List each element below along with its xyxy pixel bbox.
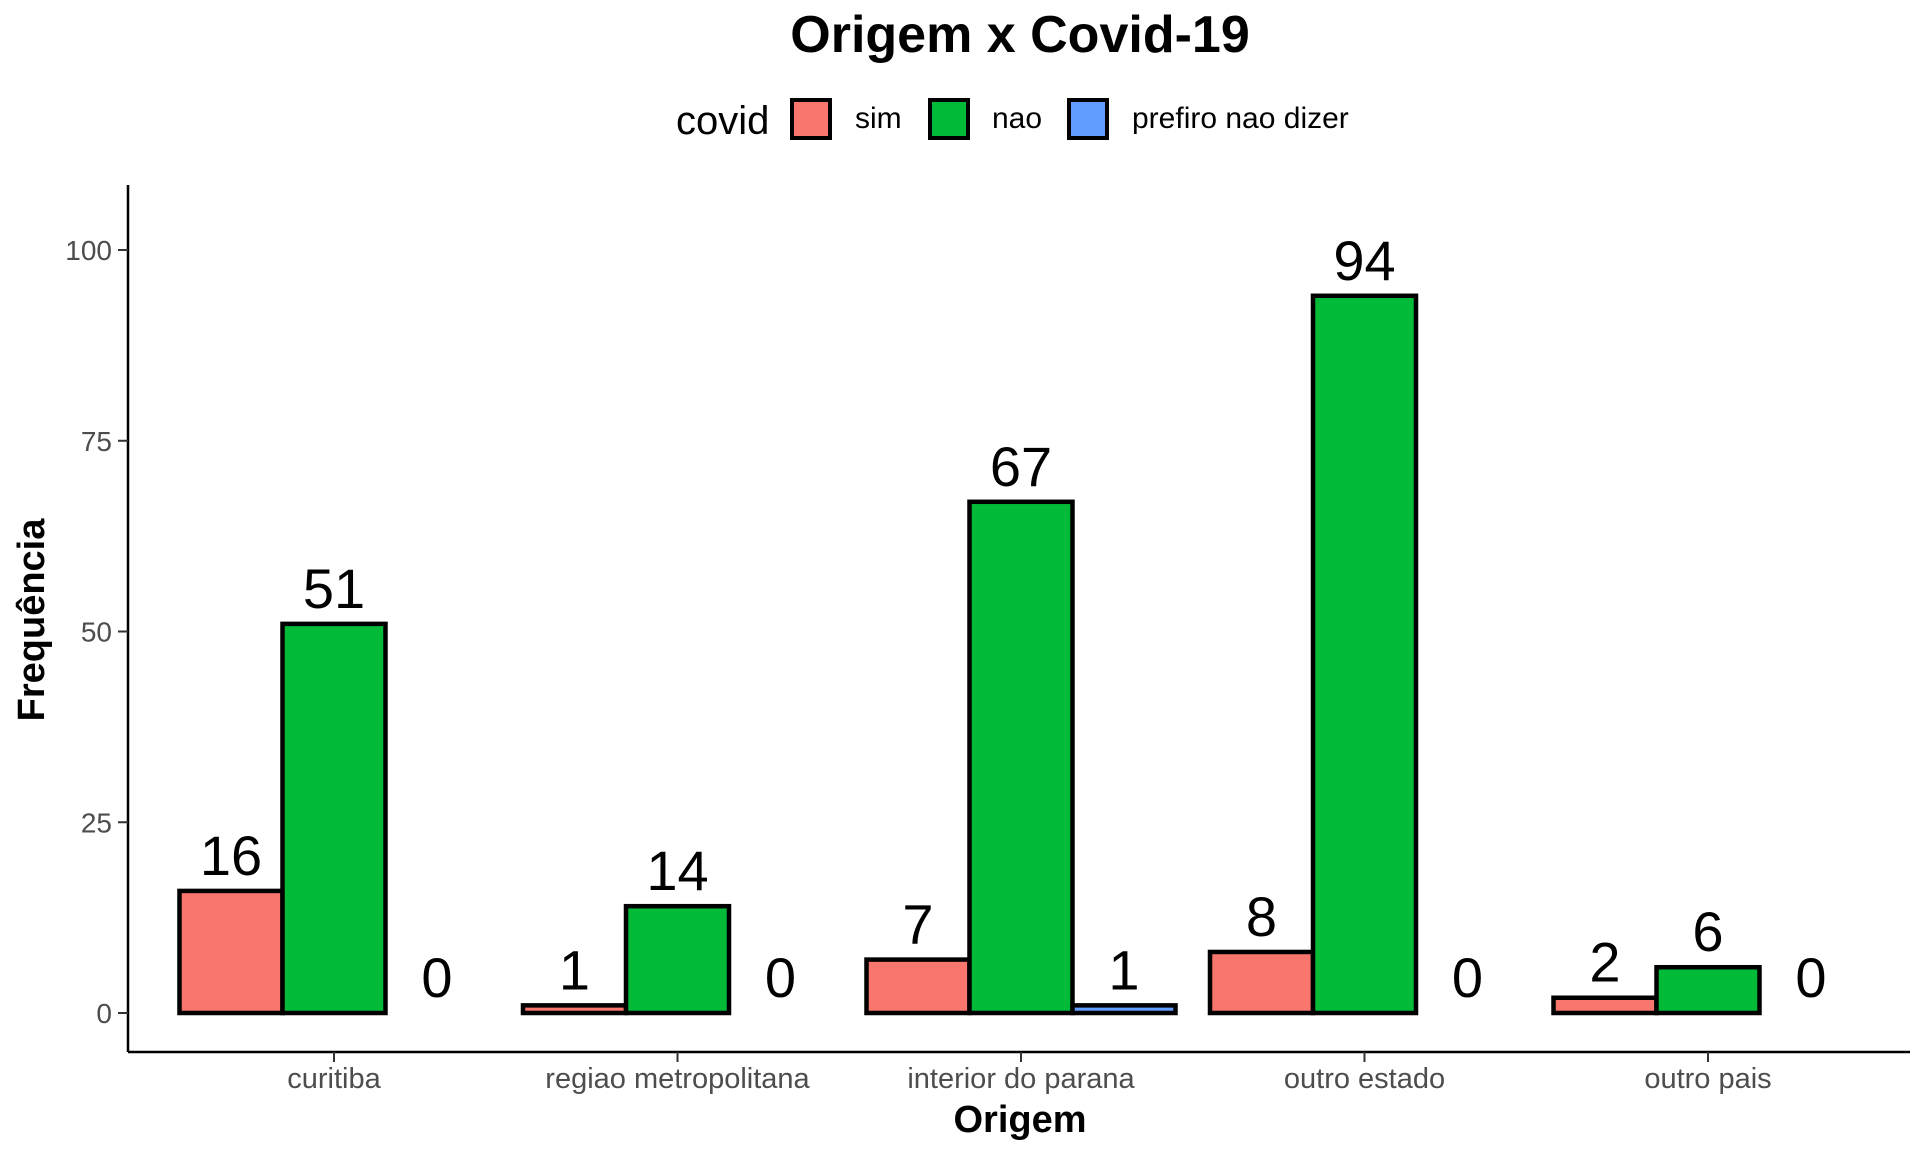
data-label: 94 (1333, 229, 1395, 292)
data-label: 16 (200, 824, 262, 887)
bar-nao (1310, 293, 1419, 1016)
data-label: 0 (421, 946, 452, 1009)
x-tick-label: interior do parana (907, 1063, 1135, 1095)
x-tick-label: outro pais (1644, 1063, 1771, 1095)
data-label: 6 (1692, 900, 1723, 963)
legend-key-nao (928, 98, 970, 140)
data-label: 8 (1246, 885, 1277, 948)
legend-key-sim (790, 98, 832, 140)
legend: covid sim nao prefiro nao dizer (676, 98, 1349, 143)
legend-key-prefiro-nao-dizer (1067, 98, 1109, 140)
bar-nao (967, 499, 1075, 1016)
data-label: 1 (559, 938, 590, 1001)
bar-nao (280, 621, 388, 1016)
bar-sim (864, 957, 972, 1016)
data-label: 0 (1795, 946, 1826, 1009)
data-label: 67 (990, 435, 1052, 498)
x-axis-title: Origem (953, 1099, 1086, 1141)
bar-sim (1551, 995, 1659, 1016)
legend-label: sim (855, 102, 902, 135)
chart-title: Origem x Covid-19 (790, 6, 1249, 64)
y-tick-label: 75 (81, 426, 112, 457)
x-tick-label: regiao metropolitana (545, 1063, 810, 1095)
legend-label: nao (992, 102, 1042, 135)
bar-sim (520, 1003, 629, 1016)
y-tick-label: 50 (81, 617, 112, 648)
legend-label: prefiro nao dizer (1132, 102, 1349, 135)
data-label: 14 (646, 839, 708, 902)
y-axis-title: Frequência (11, 518, 53, 722)
bar-prefiro-nao-dizer (1070, 1003, 1178, 1016)
bar-sim (177, 888, 285, 1016)
data-label: 2 (1589, 931, 1620, 994)
x-tick-label: outro estado (1284, 1063, 1445, 1095)
x-tick-label: curitiba (287, 1063, 381, 1095)
data-label: 0 (765, 946, 796, 1009)
bar-nao (623, 903, 732, 1016)
legend-title: covid (676, 99, 769, 143)
data-label: 1 (1108, 938, 1139, 1001)
data-label: 7 (902, 893, 933, 956)
bar-nao (1654, 964, 1762, 1016)
data-label: 51 (303, 557, 365, 620)
data-label: 0 (1452, 946, 1483, 1009)
y-tick-label: 0 (96, 998, 112, 1029)
y-tick-label: 25 (81, 807, 112, 838)
bar-sim (1207, 949, 1316, 1016)
y-tick-label: 100 (65, 235, 112, 266)
